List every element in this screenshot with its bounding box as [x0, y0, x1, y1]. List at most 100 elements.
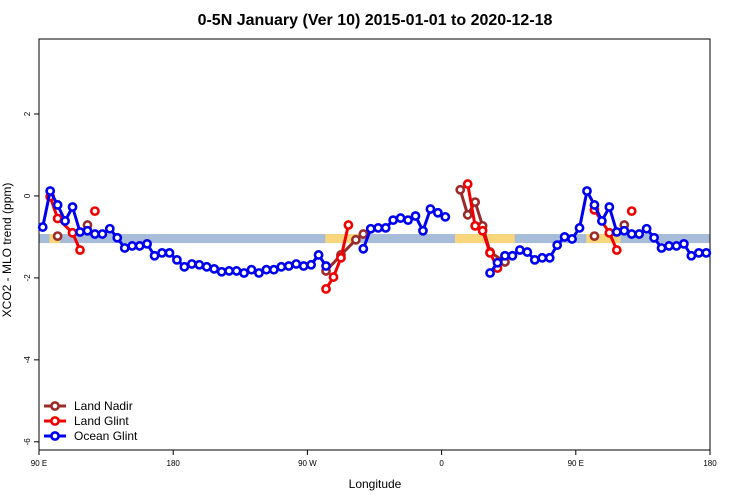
series-point [552, 240, 563, 251]
series-point [179, 261, 190, 272]
series-point [298, 261, 309, 271]
series-point [201, 261, 212, 272]
series-point [209, 263, 220, 274]
series-point [52, 231, 63, 241]
series-point [604, 202, 615, 212]
series-point [261, 264, 272, 275]
x-tick-label: 90 W [298, 459, 317, 468]
plot-frame [38, 38, 711, 451]
series-point [75, 245, 85, 255]
legend-swatch-point [50, 401, 60, 411]
series-point [157, 248, 167, 258]
x-tick-label: 90 E [31, 459, 47, 468]
series-point [291, 259, 302, 269]
legend-swatch-point [50, 416, 60, 426]
series-point [596, 216, 607, 226]
series-point [231, 266, 242, 276]
series-point [544, 252, 555, 263]
x-tick-label: 180 [167, 459, 181, 468]
y-tick-label: -4 [23, 356, 32, 364]
series-point [268, 264, 279, 275]
series-point [418, 225, 428, 236]
series-point [328, 272, 339, 282]
series-point [432, 207, 443, 218]
series-point [321, 261, 331, 271]
series-point [425, 204, 436, 214]
series-point [611, 227, 622, 237]
series-point [485, 268, 495, 278]
series-point [306, 259, 317, 270]
series-point [395, 213, 406, 223]
series-point [75, 227, 85, 237]
series-point [507, 250, 518, 261]
series-point [664, 241, 674, 251]
series-point [52, 200, 63, 210]
legend-label: Ocean Glint [74, 429, 138, 443]
series-point [246, 264, 257, 275]
series-point [186, 259, 197, 269]
series-point [52, 213, 63, 224]
series-point [82, 225, 93, 236]
series-point [97, 229, 108, 239]
series-point [410, 211, 421, 221]
series-point [559, 232, 570, 242]
series-point [343, 220, 354, 230]
series-point [216, 266, 227, 277]
land-band [455, 234, 515, 244]
series-point [336, 252, 346, 263]
series-point [283, 261, 294, 271]
series-point [671, 241, 682, 251]
series-point [224, 266, 235, 276]
series-point [686, 250, 697, 261]
series-point [388, 215, 399, 226]
series-point [641, 223, 652, 234]
legend-label: Land Glint [74, 414, 129, 428]
series-point [119, 243, 130, 253]
series-point [60, 216, 70, 226]
series-point [45, 186, 56, 196]
series-point [350, 234, 361, 245]
land-band [586, 234, 621, 244]
series-point [239, 268, 249, 278]
series-point [589, 231, 600, 241]
series-point [574, 223, 585, 233]
series-point [90, 206, 100, 217]
series-point [403, 215, 413, 226]
legend-label: Land Nadir [74, 399, 133, 413]
x-axis-label: Longitude [349, 477, 402, 491]
series-point [693, 248, 704, 258]
series-point [462, 179, 473, 189]
series-point [500, 250, 510, 261]
series-point [626, 206, 637, 217]
series-point [477, 225, 488, 236]
series-point [112, 232, 123, 243]
series-point [373, 223, 384, 233]
series-point [90, 229, 100, 239]
series-point [604, 227, 615, 238]
y-tick-label: 2 [23, 111, 32, 116]
series-point [462, 209, 473, 220]
series-point [470, 220, 481, 231]
series-point [567, 234, 577, 244]
legend-swatch-point [50, 431, 60, 441]
series-point [37, 222, 48, 232]
x-tick-label: 0 [439, 459, 444, 468]
series-point [142, 238, 153, 249]
series-point [529, 254, 540, 265]
series-point [380, 223, 391, 233]
series-point [172, 254, 182, 265]
series-point [626, 229, 637, 239]
x-tick-label: 180 [703, 459, 717, 468]
series-point [619, 225, 630, 236]
ocean-band [39, 234, 710, 244]
series-point [313, 250, 324, 260]
series-point [321, 284, 331, 294]
series-point [455, 184, 466, 195]
series-point [365, 223, 376, 234]
series-point [194, 259, 205, 270]
series-point [611, 245, 622, 255]
series-point [701, 248, 712, 258]
series-point [485, 248, 495, 258]
